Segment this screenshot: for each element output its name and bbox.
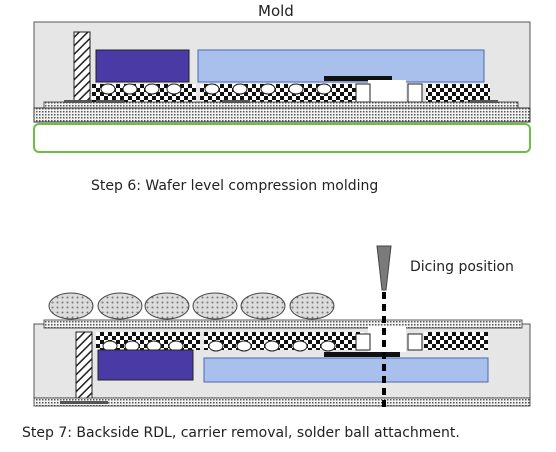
backside-rdl — [43, 319, 523, 329]
passive-right — [407, 83, 423, 103]
die-dark-step7 — [97, 349, 194, 381]
through-mold-via-step7 — [75, 331, 93, 403]
dicing-gap — [368, 80, 406, 104]
passive-left-step7 — [355, 333, 371, 351]
rdl-pad-1 — [64, 100, 92, 103]
rdl-pad-2 — [96, 100, 124, 103]
step6-diagram — [33, 21, 531, 153]
passive-component-step7 — [324, 352, 400, 357]
step6-caption: Step 6: Wafer level compression molding — [91, 178, 379, 194]
rdl-pad-3 — [222, 100, 250, 103]
substrate — [33, 107, 531, 123]
underfill-mid — [200, 84, 364, 102]
bumps-step7 — [102, 340, 336, 352]
step7-diagram — [33, 245, 531, 410]
bottom-pad — [60, 401, 108, 404]
die-light-step7 — [203, 357, 489, 383]
passive-right-step7 — [407, 333, 423, 351]
dicing-blade-icon — [376, 245, 392, 291]
solder-balls — [48, 292, 335, 320]
underfill-right — [426, 84, 490, 102]
bumps-step6 — [100, 83, 332, 95]
passive-component — [324, 76, 392, 81]
passive-left — [355, 83, 371, 103]
underfill-right-step7 — [424, 332, 488, 350]
dicing-position-label: Dicing position — [410, 259, 514, 275]
bottom-layer — [33, 397, 531, 407]
step7-caption: Step 7: Backside RDL, carrier removal, s… — [22, 425, 460, 441]
dicing-gap-step7 — [368, 326, 406, 352]
carrier — [33, 123, 531, 153]
underfill-mid-step7 — [204, 332, 364, 350]
through-mold-via — [73, 31, 91, 105]
die-dark — [95, 49, 190, 83]
mold-label: Mold — [258, 2, 294, 20]
rdl-pad-4 — [470, 100, 498, 103]
